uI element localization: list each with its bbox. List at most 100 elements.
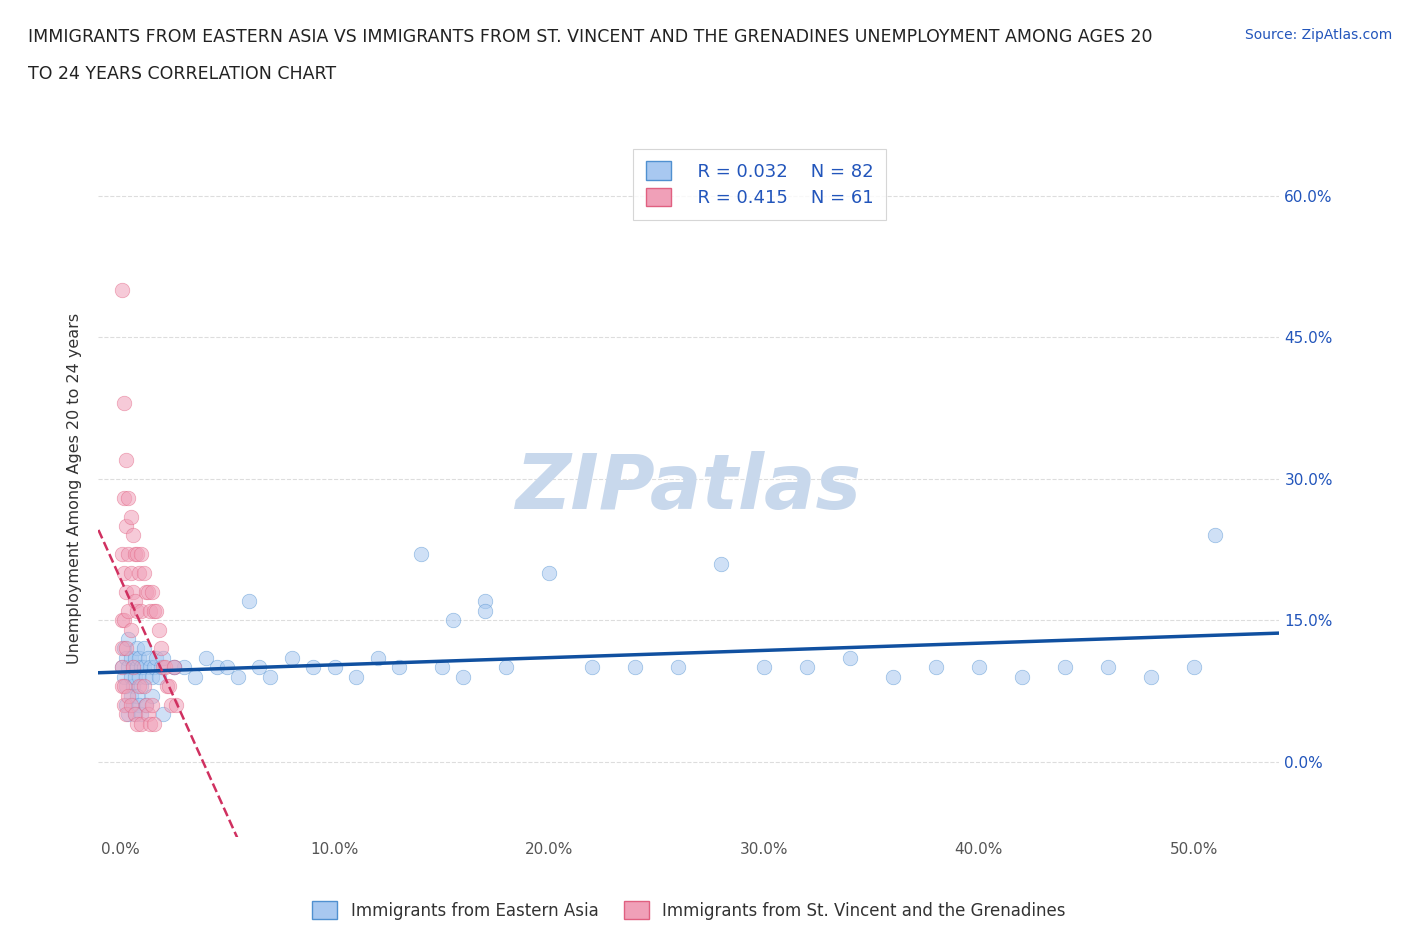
Point: [152, 660, 174, 675]
Point: [280, 650, 302, 665]
Point: [453, 670, 475, 684]
Point: [132, 641, 155, 656]
Point: [145, 604, 167, 618]
Point: [882, 670, 904, 684]
Point: [1097, 660, 1119, 675]
Point: [117, 547, 139, 562]
Point: [131, 679, 153, 694]
Text: Source: ZipAtlas.com: Source: ZipAtlas.com: [1244, 28, 1392, 42]
Point: [120, 670, 142, 684]
Point: [1182, 660, 1205, 675]
Point: [205, 660, 228, 675]
Point: [111, 283, 134, 298]
Point: [1204, 528, 1226, 543]
Point: [111, 660, 134, 675]
Point: [125, 660, 148, 675]
Point: [112, 670, 135, 684]
Point: [474, 604, 496, 618]
Point: [128, 565, 150, 580]
Point: [184, 670, 207, 684]
Point: [1139, 670, 1161, 684]
Point: [149, 660, 172, 675]
Point: [131, 716, 153, 731]
Point: [115, 679, 138, 694]
Point: [120, 698, 142, 712]
Point: [117, 631, 139, 646]
Point: [139, 716, 162, 731]
Point: [149, 641, 172, 656]
Point: [117, 660, 139, 675]
Point: [624, 660, 647, 675]
Point: [148, 622, 170, 637]
Point: [124, 707, 146, 722]
Point: [388, 660, 411, 675]
Point: [152, 707, 174, 722]
Point: [115, 519, 138, 534]
Point: [125, 688, 148, 703]
Point: [120, 509, 142, 524]
Point: [226, 670, 249, 684]
Legend: Immigrants from Eastern Asia, Immigrants from St. Vincent and the Grenadines: Immigrants from Eastern Asia, Immigrants…: [307, 895, 1071, 926]
Point: [121, 679, 143, 694]
Point: [121, 660, 143, 675]
Point: [125, 604, 148, 618]
Point: [153, 660, 176, 675]
Point: [115, 641, 138, 656]
Point: [115, 650, 138, 665]
Point: [135, 698, 157, 712]
Point: [115, 453, 138, 468]
Point: [135, 584, 157, 599]
Point: [581, 660, 603, 675]
Point: [796, 660, 818, 675]
Point: [120, 565, 142, 580]
Point: [115, 584, 138, 599]
Point: [121, 698, 143, 712]
Point: [441, 613, 464, 628]
Point: [152, 650, 174, 665]
Point: [128, 650, 150, 665]
Point: [121, 584, 143, 599]
Point: [143, 716, 166, 731]
Point: [162, 660, 184, 675]
Point: [162, 660, 184, 675]
Point: [925, 660, 948, 675]
Point: [120, 650, 142, 665]
Point: [132, 660, 155, 675]
Point: [495, 660, 517, 675]
Point: [112, 565, 135, 580]
Y-axis label: Unemployment Among Ages 20 to 24 years: Unemployment Among Ages 20 to 24 years: [67, 312, 83, 664]
Point: [132, 679, 155, 694]
Point: [124, 547, 146, 562]
Point: [124, 594, 146, 609]
Point: [160, 698, 183, 712]
Point: [173, 660, 195, 675]
Point: [115, 698, 138, 712]
Point: [111, 679, 134, 694]
Point: [117, 604, 139, 618]
Point: [121, 528, 143, 543]
Point: [131, 604, 153, 618]
Point: [302, 660, 325, 675]
Point: [135, 698, 157, 712]
Text: TO 24 YEARS CORRELATION CHART: TO 24 YEARS CORRELATION CHART: [28, 65, 336, 83]
Point: [367, 650, 389, 665]
Text: ZIPatlas: ZIPatlas: [516, 451, 862, 525]
Point: [666, 660, 689, 675]
Point: [121, 660, 143, 675]
Point: [128, 698, 150, 712]
Point: [710, 556, 733, 571]
Point: [125, 716, 148, 731]
Point: [752, 660, 775, 675]
Point: [1053, 660, 1076, 675]
Point: [112, 679, 135, 694]
Point: [111, 660, 134, 675]
Point: [249, 660, 271, 675]
Point: [131, 707, 153, 722]
Point: [117, 490, 139, 505]
Point: [430, 660, 453, 675]
Point: [194, 650, 217, 665]
Point: [112, 396, 135, 411]
Point: [238, 594, 260, 609]
Point: [344, 670, 367, 684]
Point: [120, 622, 142, 637]
